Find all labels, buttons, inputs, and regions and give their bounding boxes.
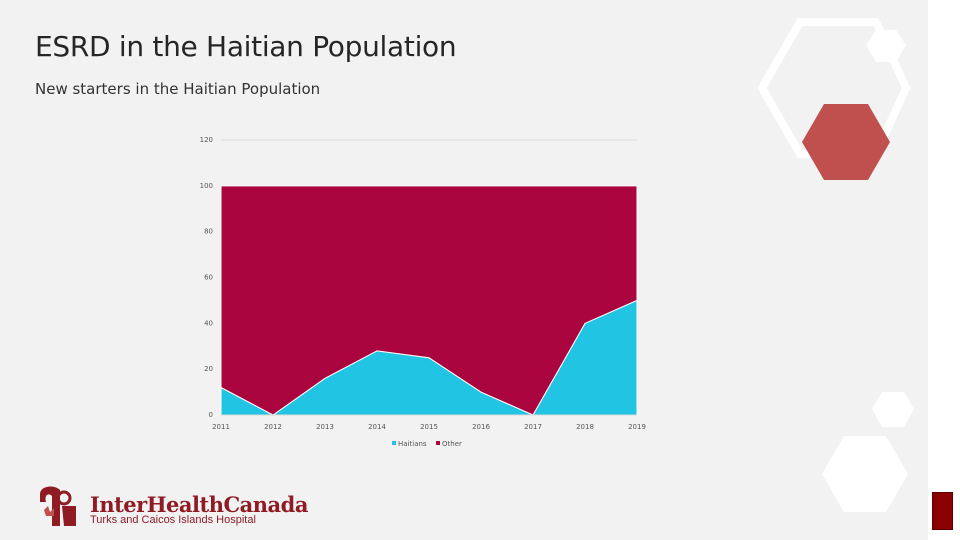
x-tick-label: 2016: [472, 423, 490, 431]
y-tick-label: 120: [200, 136, 213, 144]
hexagon-white-small: [866, 30, 906, 62]
x-tick-label: 2011: [212, 423, 230, 431]
y-tick-label: 0: [209, 411, 213, 419]
logo-name: InterHealthCanada: [90, 492, 308, 517]
logo-emblem-icon: [40, 486, 76, 526]
slide-subtitle: New starters in the Haitian Population: [35, 80, 321, 98]
logo-tagline: Turks and Caicos Islands Hospital: [90, 514, 256, 526]
y-tick-label: 40: [204, 319, 213, 327]
y-tick-label: 60: [204, 274, 213, 282]
x-tick-label: 2013: [316, 423, 334, 431]
y-tick-label: 20: [204, 365, 213, 373]
legend-label: Haitians: [398, 440, 427, 448]
y-tick-label: 80: [204, 228, 213, 236]
hexagon-white-small: [872, 392, 914, 427]
hexagon-red: [802, 104, 890, 180]
legend-swatch: [436, 441, 440, 445]
hexagon-white-large: [822, 436, 908, 512]
x-tick-label: 2018: [576, 423, 594, 431]
y-tick-label: 100: [200, 182, 213, 190]
x-tick-label: 2015: [420, 423, 438, 431]
right-edge-strip: [928, 0, 960, 540]
x-tick-label: 2019: [628, 423, 646, 431]
slide-title: ESRD in the Haitian Population: [35, 30, 457, 63]
legend-swatch: [392, 441, 396, 445]
x-tick-label: 2012: [264, 423, 282, 431]
x-tick-label: 2017: [524, 423, 542, 431]
x-tick-label: 2014: [368, 423, 386, 431]
legend-label: Other: [442, 440, 462, 448]
red-corner-bar: [932, 492, 953, 530]
